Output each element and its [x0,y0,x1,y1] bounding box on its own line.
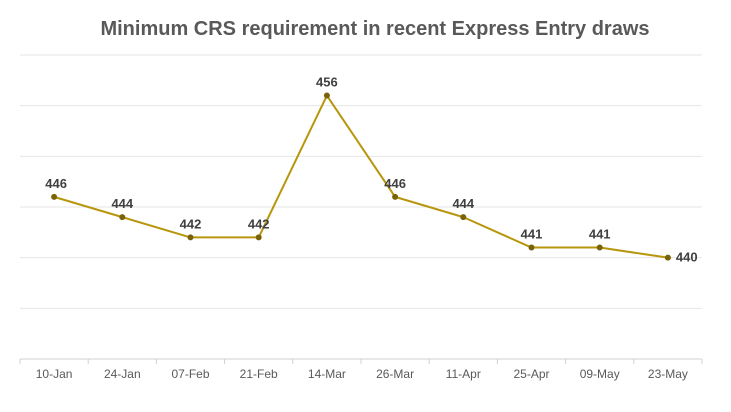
chart-title: Minimum CRS requirement in recent Expres… [100,18,649,40]
x-tick-label: 23-May [648,367,688,381]
x-tick-label: 21-Feb [240,367,278,381]
data-label: 446 [45,176,67,191]
gridlines [20,54,702,309]
data-label: 456 [316,75,338,90]
x-axis: 10-Jan 24-Jan 07-Feb 21-Feb 14-Mar 26-Mar 11-A… [19,358,703,381]
data-label: 444 [111,196,133,211]
data-label: 444 [452,196,474,211]
data-point [528,244,535,251]
data-point [255,234,262,241]
x-tick-label: 10-Jan [36,367,73,381]
data-label: 442 [248,216,270,231]
data-label: 441 [521,227,543,242]
x-tick-label: 09-May [580,367,620,381]
data-label: 442 [180,216,202,231]
data-labels: 446 444 442 442 456 446 444 441 441 440 [45,75,697,265]
data-label: 446 [384,176,406,191]
data-label: 440 [676,250,698,265]
series-layer [51,92,671,261]
x-tick-label: 07-Feb [171,367,209,381]
x-tick-label: 11-Apr [446,367,481,381]
x-tick-label: 14-Mar [308,367,346,381]
x-tick-label: 26-Mar [376,367,414,381]
data-label: 441 [589,227,611,242]
series-line [53,94,669,259]
data-point [119,214,126,221]
data-point [664,254,671,261]
data-point [596,244,603,251]
data-point [392,193,399,200]
x-tick-label: 25-Apr [513,367,549,381]
data-point [323,92,330,99]
data-point [187,234,194,241]
x-tick-label: 24-Jan [104,367,141,381]
data-point [460,214,467,221]
data-point [51,193,58,200]
